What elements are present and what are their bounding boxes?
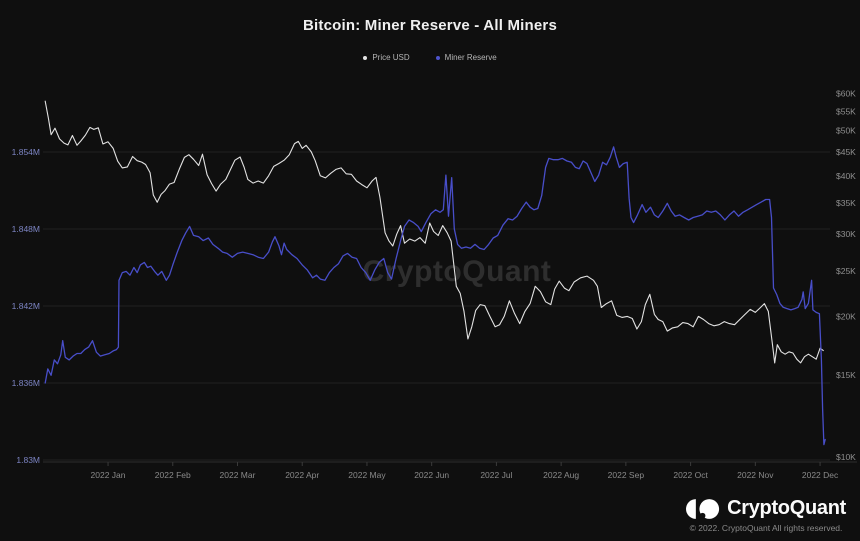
right-axis-tick-label: $35K <box>836 198 856 208</box>
left-axis-tick-label: 1.842M <box>12 301 40 311</box>
x-axis-tick-label: 2022 Nov <box>737 470 774 480</box>
right-axis-tick-label: $25K <box>836 266 856 276</box>
x-axis-tick-label: 2022 Feb <box>155 470 191 480</box>
brand-row[interactable]: CryptoQuant <box>686 497 846 520</box>
price-usd-line[interactable] <box>44 100 824 364</box>
x-axis-tick-label: 2022 Sep <box>608 470 645 480</box>
x-axis-tick-label: 2022 Jun <box>414 470 449 480</box>
x-axis-tick-label: 2022 Dec <box>802 470 839 480</box>
left-axis-tick-label: 1.836M <box>12 378 40 388</box>
legend-item-price[interactable]: Price USD <box>363 53 410 62</box>
left-axis-tick-label: 1.848M <box>12 224 40 234</box>
x-axis-tick-label: 2022 Oct <box>673 470 708 480</box>
x-axis-tick-label: 2022 Aug <box>543 470 579 480</box>
x-axis-tick-label: 2022 Jan <box>91 470 126 480</box>
x-axis-tick-label: 2022 Mar <box>220 470 256 480</box>
watermark: CryptoQuant <box>363 255 552 289</box>
right-axis-tick-label: $50K <box>836 126 856 136</box>
legend-item-reserve[interactable]: Miner Reserve <box>435 53 497 62</box>
right-axis-tick-label: $15K <box>836 370 856 380</box>
right-axis-tick-label: $60K <box>836 89 856 99</box>
right-axis-tick-label: $55K <box>836 106 856 116</box>
page-title: Bitcoin: Miner Reserve - All Miners <box>302 17 557 34</box>
price-legend-dot-icon <box>363 55 368 60</box>
right-axis-tick-label: $40K <box>836 171 856 181</box>
x-axis-tick-label: 2022 Apr <box>285 470 319 480</box>
brand-name: CryptoQuant <box>727 497 846 519</box>
right-axis-tick-label: $45K <box>836 147 856 157</box>
right-axis-tick-label: $30K <box>836 229 856 239</box>
x-axis-tick-label: 2022 Jul <box>480 470 512 480</box>
left-axis-tick-label: 1.854M <box>12 147 40 157</box>
legend-label-reserve: Miner Reserve <box>444 53 497 62</box>
left-axis-tick-label: 1.83M <box>16 455 40 465</box>
copyright-text: © 2022. CryptoQuant All rights reserved. <box>689 523 843 533</box>
x-axis-tick-label: 2022 May <box>348 470 386 480</box>
legend: Price USD Miner Reserve <box>0 53 860 62</box>
legend-label-price: Price USD <box>372 53 410 62</box>
right-axis-tick-label: $20K <box>836 311 856 321</box>
miner-reserve-line[interactable] <box>44 146 826 446</box>
reserve-legend-dot-icon <box>435 55 440 60</box>
plot-area[interactable] <box>43 85 830 462</box>
footer-branding: CryptoQuant © 2022. CryptoQuant All righ… <box>686 497 846 533</box>
cryptoquant-logo-icon <box>686 498 720 519</box>
right-axis-tick-label: $10K <box>836 452 856 462</box>
